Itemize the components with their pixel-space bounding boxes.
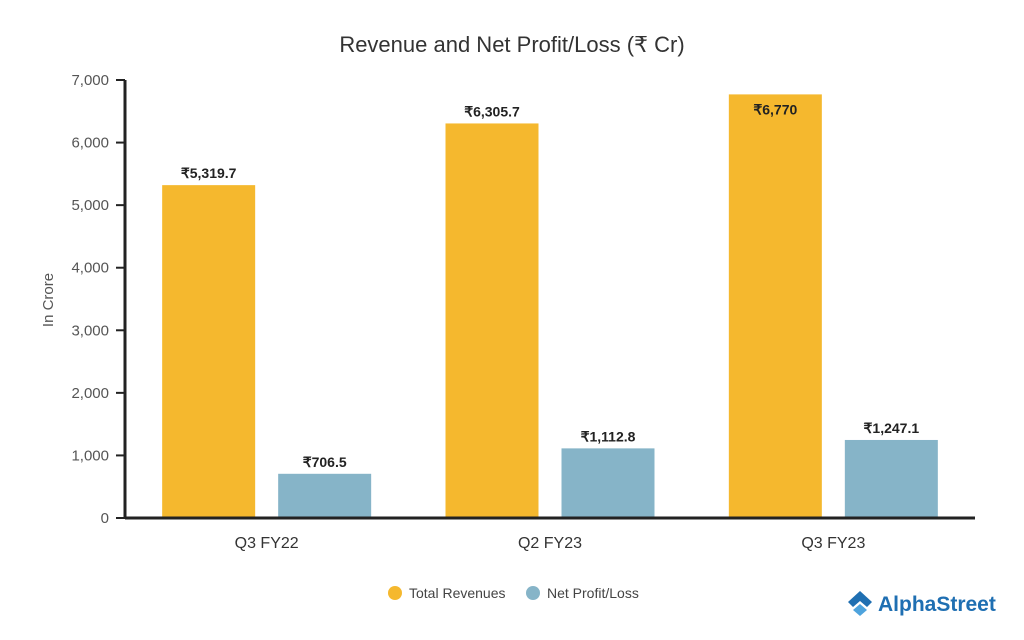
bar-total-revenues bbox=[728, 94, 822, 519]
x-axis-ticks: Q3 FY22 Q2 FY23 Q3 FY23 bbox=[235, 535, 866, 552]
bar-net-profit-loss bbox=[844, 439, 938, 518]
y-tick-label: 2,000 bbox=[71, 385, 109, 402]
bar-value-label: ₹6,305.7 bbox=[464, 103, 520, 119]
y-tick-label: 5,000 bbox=[71, 197, 109, 214]
legend-label: Total Revenues bbox=[409, 585, 506, 601]
x-tick-label: Q3 FY23 bbox=[801, 535, 865, 552]
bar-net-profit-loss bbox=[561, 448, 655, 518]
y-tick-label: 4,000 bbox=[71, 260, 109, 277]
legend-marker bbox=[388, 586, 402, 600]
y-axis-label: In Crore bbox=[40, 273, 57, 327]
x-tick-label: Q3 FY22 bbox=[235, 535, 299, 552]
y-tick-label: 7,000 bbox=[71, 72, 109, 89]
bar-value-label: ₹6,770 bbox=[753, 101, 797, 117]
bars-group bbox=[162, 94, 938, 519]
bar-value-label: ₹1,247.1 bbox=[864, 420, 920, 436]
bar-value-label: ₹1,112.8 bbox=[581, 428, 636, 444]
bar-net-profit-loss bbox=[278, 473, 372, 518]
bar-total-revenues bbox=[162, 185, 256, 518]
x-tick-label: Q2 FY23 bbox=[518, 535, 582, 552]
legend: Total Revenues Net Profit/Loss bbox=[388, 585, 639, 601]
bar-value-label: ₹706.5 bbox=[303, 454, 347, 470]
alphastreet-logo-icon bbox=[848, 591, 872, 616]
bar-total-revenues bbox=[445, 123, 539, 518]
bar-value-label: ₹5,319.7 bbox=[181, 165, 237, 181]
alphastreet-logo: AlphaStreet bbox=[848, 591, 996, 616]
y-tick-label: 1,000 bbox=[71, 447, 109, 464]
legend-label: Net Profit/Loss bbox=[547, 585, 639, 601]
alphastreet-logo-text: AlphaStreet bbox=[878, 593, 996, 616]
chart-title: Revenue and Net Profit/Loss (₹ Cr) bbox=[339, 32, 684, 57]
y-axis-ticks: 0 1,000 2,000 3,000 4,000 5,000 6,000 7,000 bbox=[71, 72, 125, 527]
y-tick-label: 6,000 bbox=[71, 135, 109, 152]
y-tick-label: 3,000 bbox=[71, 322, 109, 339]
bar-labels-group: ₹5,319.7 ₹706.5 ₹6,305.7 ₹1,112.8 ₹6,770 ₹1,2… bbox=[181, 101, 919, 469]
legend-marker bbox=[526, 586, 540, 600]
y-tick-label: 0 bbox=[101, 510, 109, 527]
